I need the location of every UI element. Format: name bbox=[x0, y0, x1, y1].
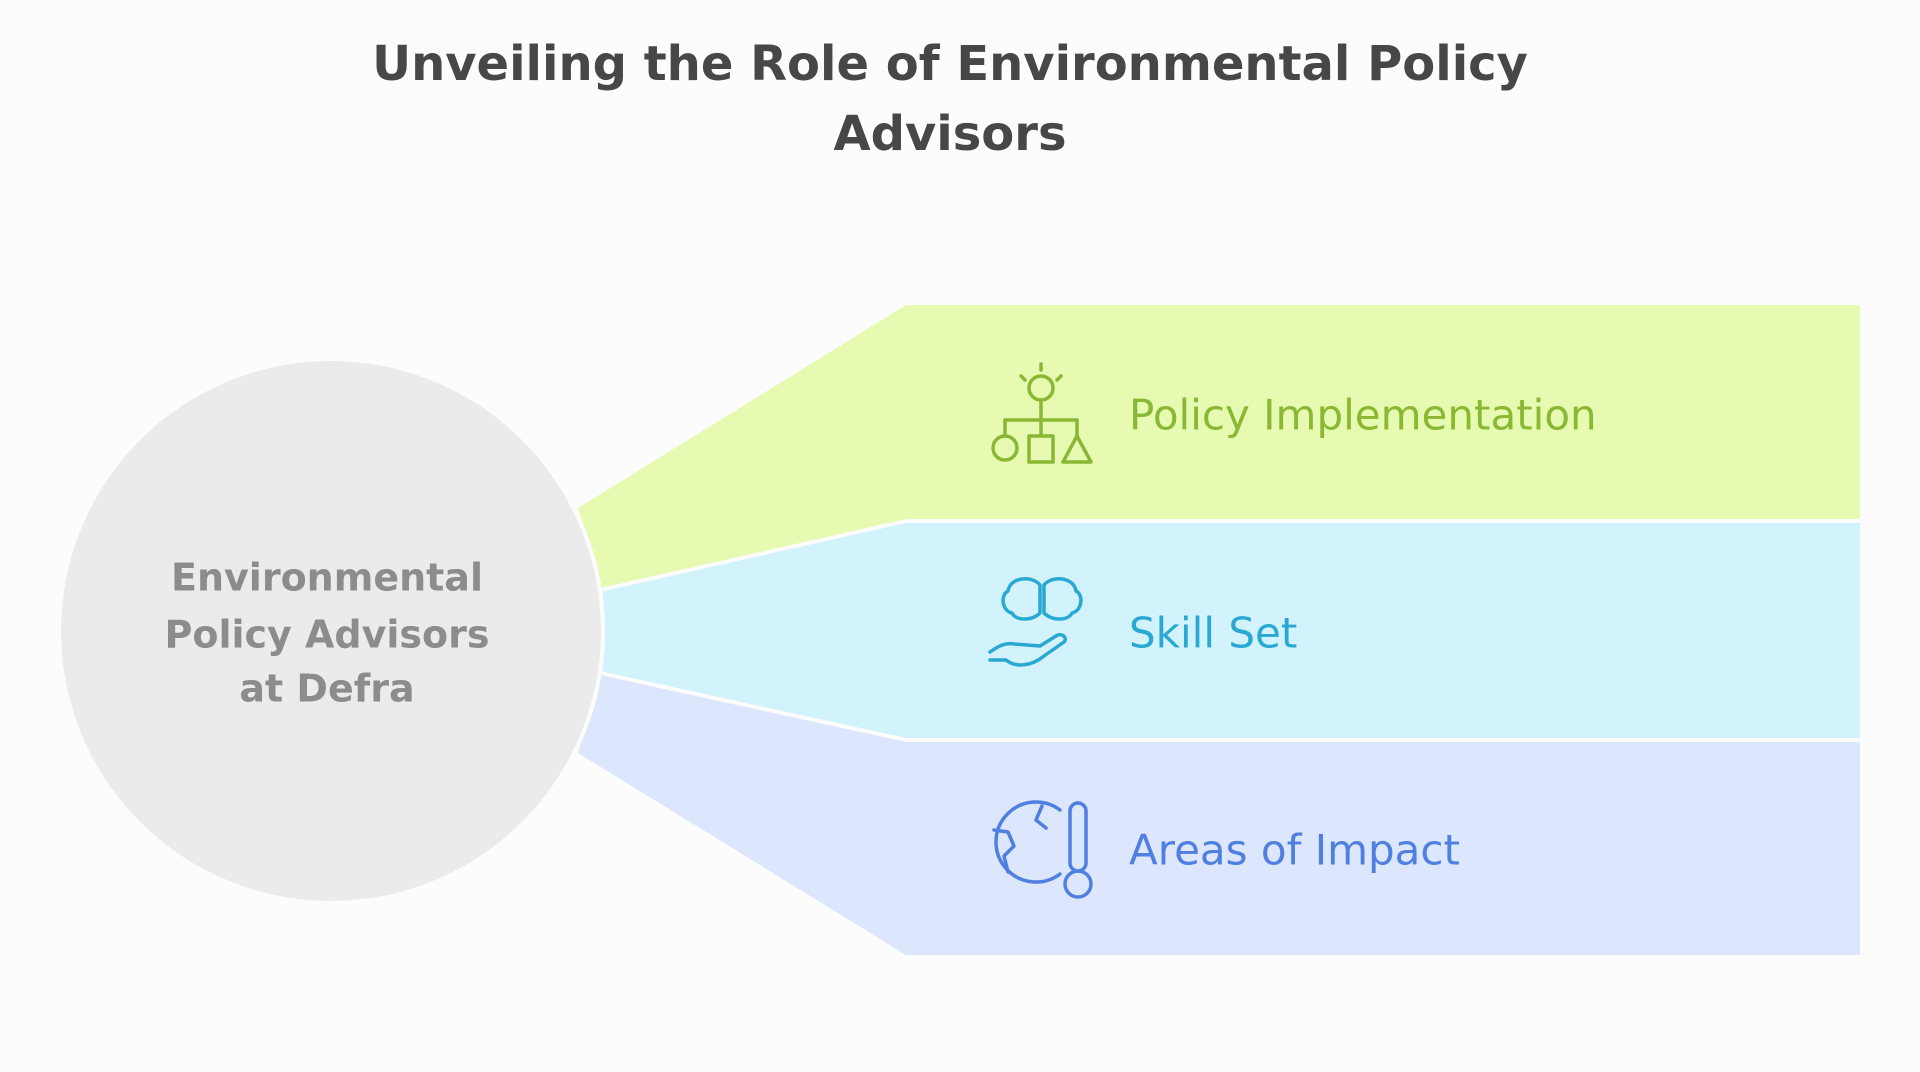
icon-impact bbox=[992, 800, 1093, 899]
band-blue bbox=[600, 523, 1860, 738]
center-label: Environmental bbox=[171, 556, 483, 600]
band-lavender bbox=[578, 675, 1860, 955]
icon-policy bbox=[991, 362, 1093, 464]
center-circle bbox=[57, 357, 605, 905]
item-label: Policy Implementation bbox=[1129, 391, 1597, 440]
item-label: Areas of Impact bbox=[1129, 826, 1460, 875]
band-green bbox=[578, 305, 1860, 588]
center-label: Policy Advisors bbox=[164, 613, 489, 657]
center-label: at Defra bbox=[239, 667, 414, 711]
title-line-1: Unveiling the Role of Environmental Poli… bbox=[372, 36, 1528, 162]
item-label: Skill Set bbox=[1129, 609, 1297, 658]
icon-skill bbox=[988, 577, 1083, 667]
